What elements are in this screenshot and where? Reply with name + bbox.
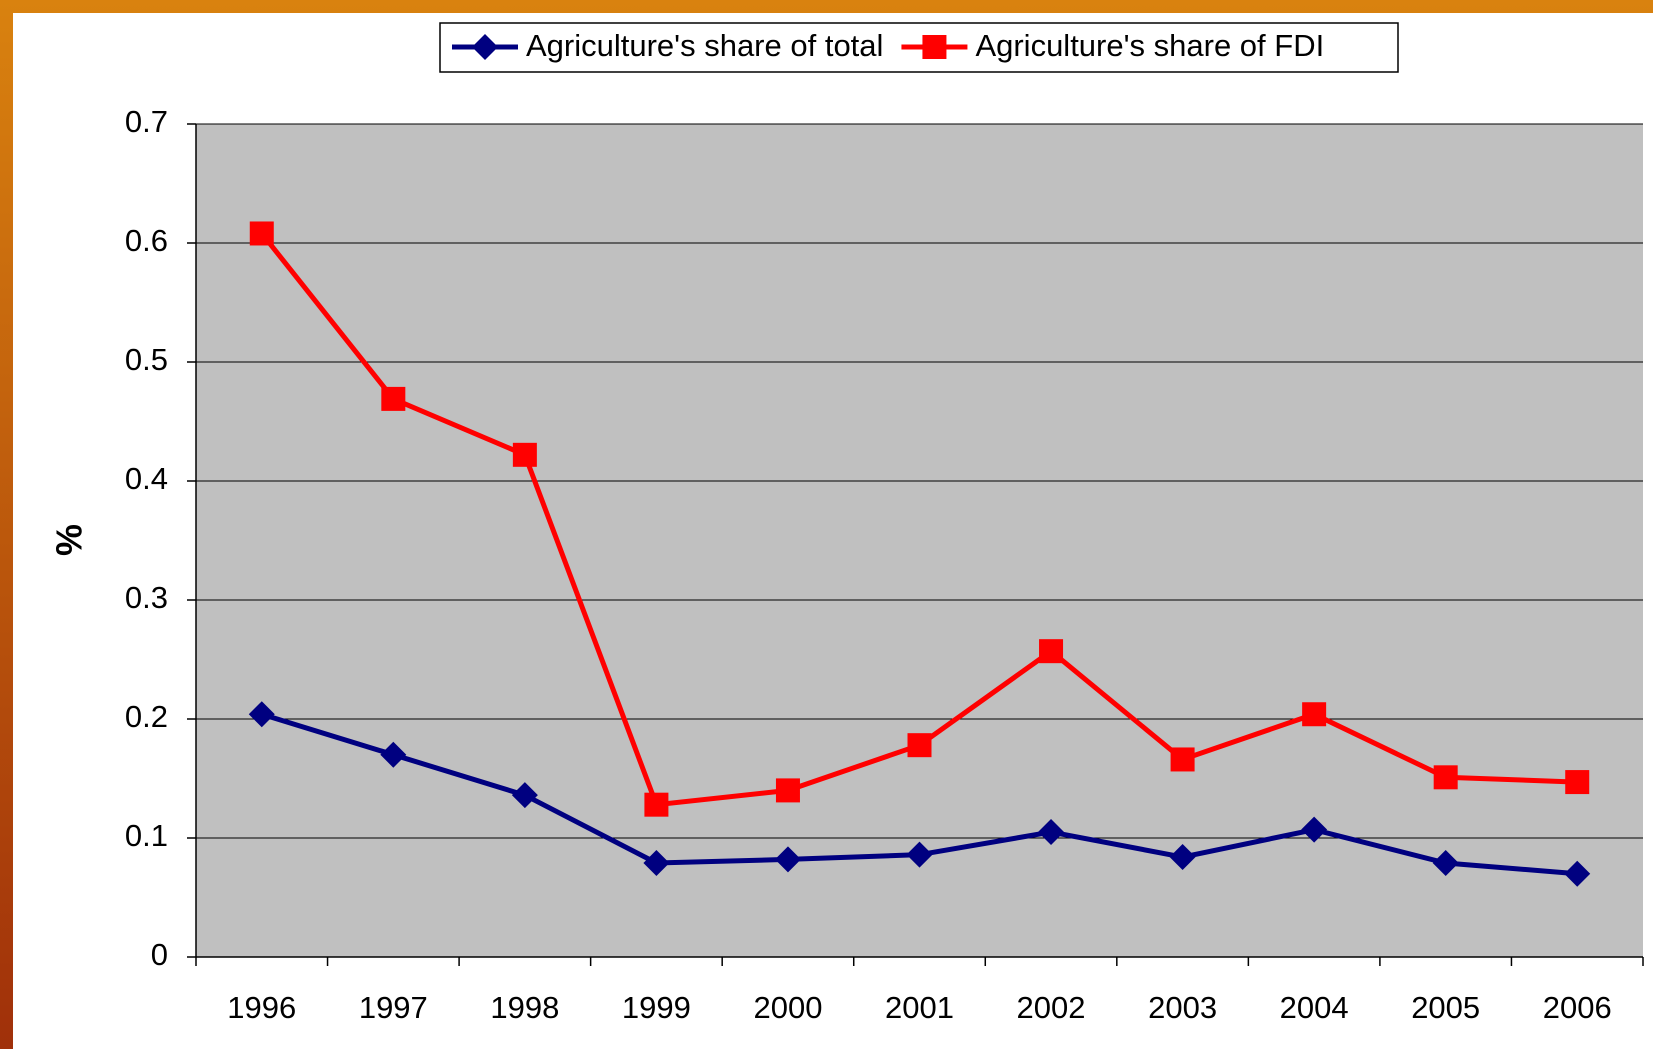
marker [907, 733, 932, 758]
y-tick-label: 0.7 [125, 104, 168, 139]
marker [1433, 765, 1458, 790]
x-tick-label: 2002 [1017, 990, 1086, 1025]
legend-label: Agriculture's share of FDI [975, 28, 1324, 63]
marker [512, 442, 537, 467]
legend: Agriculture's share of total Agriculture'… [439, 22, 1399, 73]
marker [248, 701, 275, 728]
marker [1565, 770, 1590, 795]
marker [906, 841, 933, 868]
marker [1564, 860, 1591, 887]
x-tick-label: 1998 [490, 990, 559, 1025]
x-tick-label: 2006 [1543, 990, 1612, 1025]
y-tick-label: 0.6 [125, 223, 168, 258]
x-tick-label: 2004 [1280, 990, 1349, 1025]
marker [1302, 702, 1327, 727]
x-tick-label: 2000 [753, 990, 822, 1025]
legend-marker [472, 34, 498, 60]
y-tick-label: 0.4 [125, 461, 168, 496]
marker [643, 849, 670, 876]
y-tick-label: 0.2 [125, 699, 168, 734]
x-tick-label: 2003 [1148, 990, 1217, 1025]
y-tick-label: 0.1 [125, 818, 168, 853]
marker [511, 782, 538, 809]
marker [381, 386, 406, 411]
x-tick-label: 1999 [622, 990, 691, 1025]
x-tick-label: 2001 [885, 990, 954, 1025]
marker [775, 778, 800, 803]
y-axis-label: % [49, 524, 90, 556]
plot-area [196, 124, 1643, 957]
x-tick-label: 1996 [227, 990, 296, 1025]
legend-label: Agriculture's share of total [526, 28, 883, 63]
marker [1432, 849, 1459, 876]
y-tick-label: 0.3 [125, 580, 168, 615]
marker [1301, 816, 1328, 843]
marker [1170, 747, 1195, 772]
marker [380, 741, 407, 768]
marker [1038, 819, 1065, 846]
marker [1169, 844, 1196, 871]
y-tick-label: 0.5 [125, 342, 168, 377]
legend-marker [922, 35, 947, 59]
x-tick-label: 2005 [1411, 990, 1480, 1025]
x-tick-label: 1997 [359, 990, 428, 1025]
marker [249, 221, 274, 246]
marker [1039, 639, 1064, 664]
marker [644, 792, 669, 817]
y-tick-label: 0 [151, 937, 168, 972]
marker [774, 846, 801, 873]
